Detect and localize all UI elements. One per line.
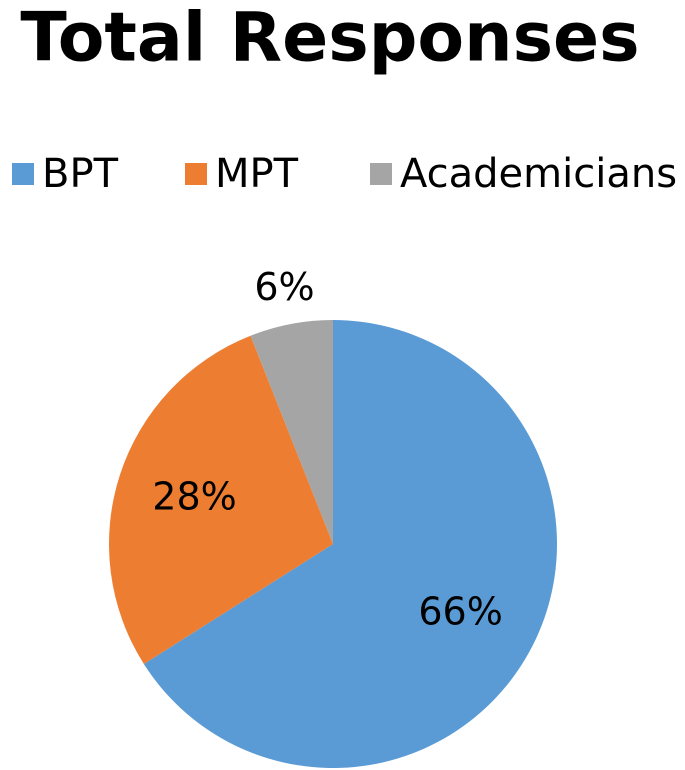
legend-swatch [185, 163, 207, 185]
pie-slice [143, 320, 557, 768]
pie-slice [108, 335, 333, 665]
pie-slice [250, 320, 333, 544]
chart-title: Total Responses [20, 0, 639, 78]
legend-label: Academicians [400, 151, 677, 197]
legend-label: BPT [42, 151, 119, 197]
legend-label: MPT [215, 151, 299, 197]
data-label: 6% [254, 265, 314, 309]
legend-swatch [12, 163, 34, 185]
legend-swatch [370, 163, 392, 185]
data-label: 28% [152, 475, 236, 519]
data-label: 66% [418, 590, 502, 634]
